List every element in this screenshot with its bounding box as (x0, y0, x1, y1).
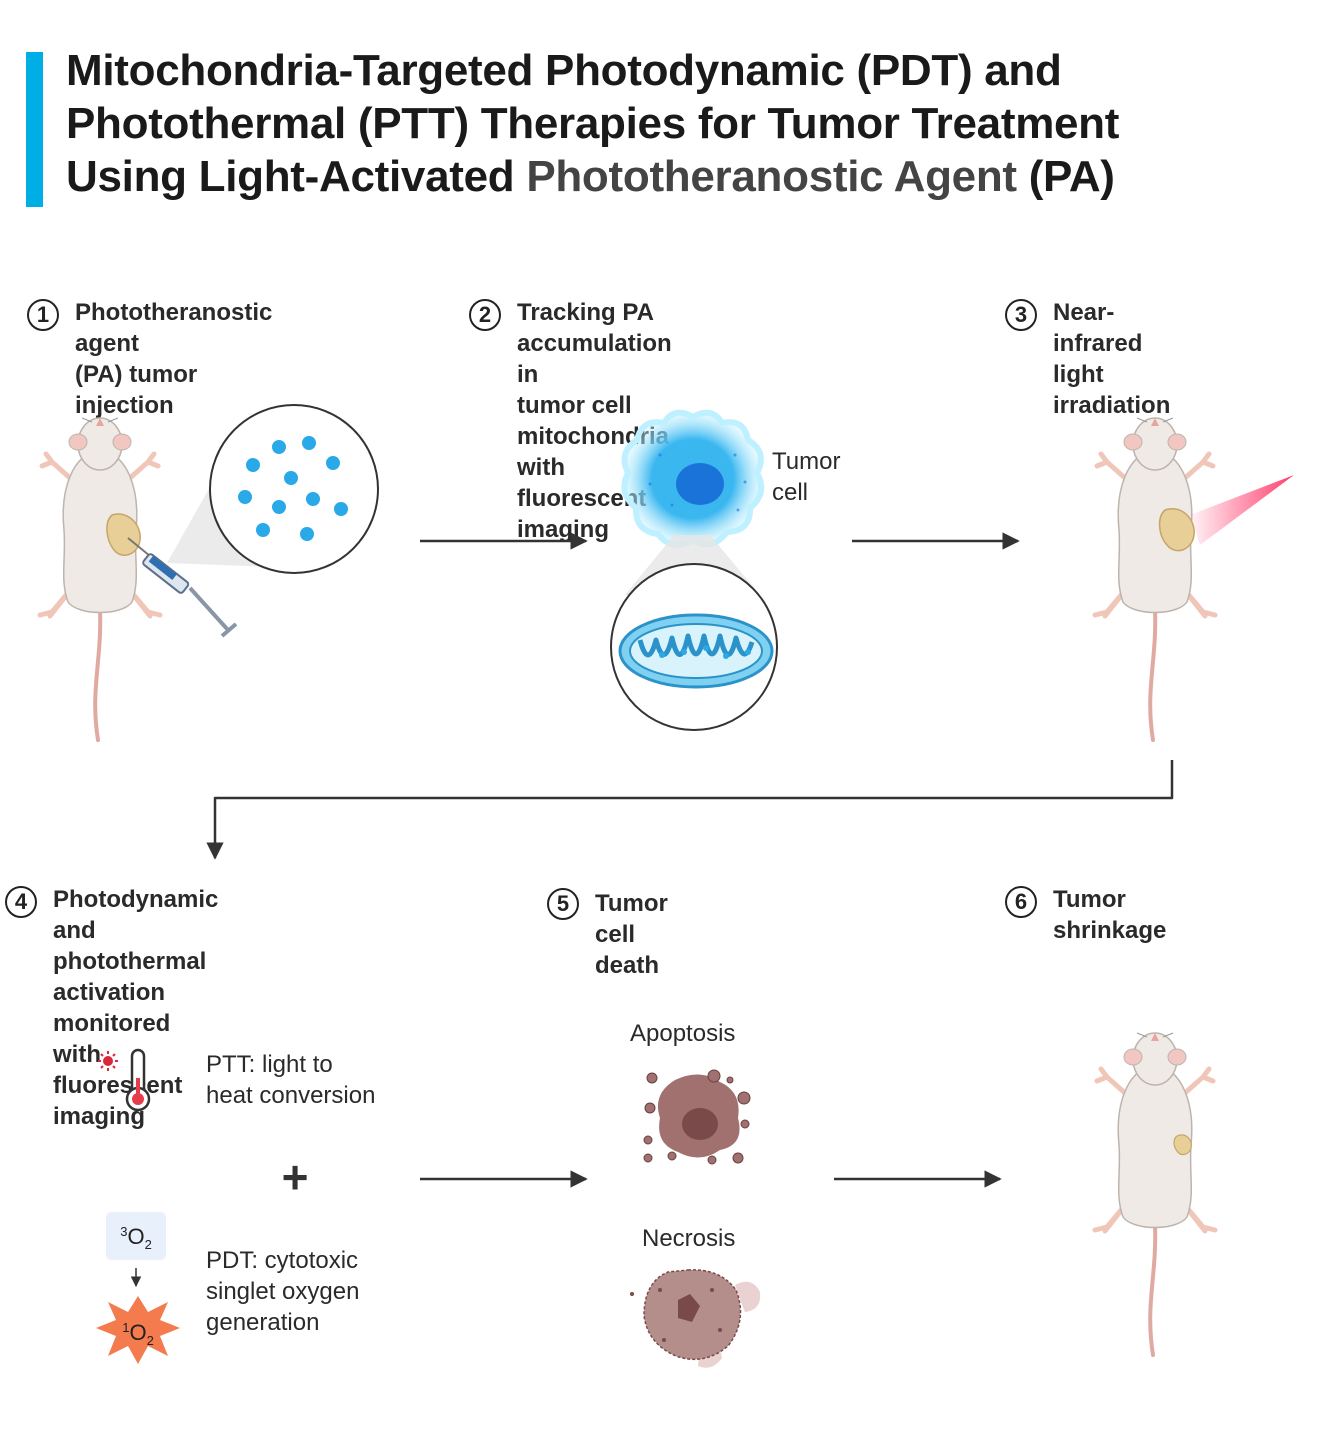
apoptotic-cell-icon (643, 1069, 751, 1165)
tumor-icon (1173, 1134, 1192, 1156)
pa-particles (238, 436, 348, 541)
connector-3-4 (206, 760, 1174, 860)
mouse-icon (1095, 418, 1215, 740)
tumor-icon (1158, 507, 1195, 552)
step-number: 6 (1005, 886, 1037, 918)
step-label: Tumor shrinkage (1053, 886, 1167, 944)
step-label: Tumor cell death (595, 890, 668, 979)
page-title: Mitochondria-Targeted Photodynamic (PDT)… (66, 44, 1119, 203)
mitochondrion-icon (618, 613, 774, 689)
laser-beam (1190, 475, 1294, 545)
title-line-3a: Using Light-Activated (66, 152, 527, 201)
plus-sign: + (282, 1151, 309, 1203)
title-accent-bar (26, 52, 43, 207)
mouse-icon (1095, 1033, 1215, 1355)
step-label: Phototheranostic agent (PA) tumor injecti… (75, 299, 273, 419)
tumor-cell-label: Tumor cell (772, 448, 841, 506)
step-number: 3 (1005, 299, 1037, 331)
pa-zoom-circle (209, 404, 379, 574)
tumor-cell-icon (621, 409, 765, 548)
step-label: Near-infrared light irradiation (1053, 299, 1171, 419)
step-number: 5 (547, 888, 579, 920)
triplet-oxygen-box (106, 1212, 166, 1260)
triplet-oxygen-label: 3O2 (120, 1224, 152, 1252)
apoptosis-label: Apoptosis (630, 1020, 736, 1047)
ptt-label: PTT: light to heat conversion (206, 1051, 376, 1109)
pdt-label: PDT: cytotoxic singlet oxygen generation (206, 1247, 360, 1336)
mouse-icon (40, 418, 160, 740)
step-label: Photodynamic and photothermal activation … (53, 886, 219, 1130)
necrosis-label: Necrosis (642, 1225, 736, 1252)
singlet-oxygen-label: 1O2 (122, 1320, 154, 1348)
tumor-icon (106, 513, 141, 556)
step-number: 4 (5, 886, 37, 918)
title-line-3b: Phototheranostic Agent (526, 152, 1017, 201)
thermometer-icon (125, 1048, 151, 1112)
necrotic-cell-icon (630, 1269, 761, 1368)
title-line-3c: (PA) (1016, 152, 1115, 201)
title-line-2: Photothermal (PTT) Therapies for Tumor T… (66, 99, 1120, 148)
singlet-oxygen-burst (96, 1296, 180, 1364)
step-number: 2 (469, 299, 501, 331)
sun-icon (98, 1051, 118, 1071)
step-number: 1 (27, 299, 59, 331)
syringe-icon (127, 537, 238, 638)
title-line-1: Mitochondria-Targeted Photodynamic (PDT)… (66, 46, 1062, 95)
